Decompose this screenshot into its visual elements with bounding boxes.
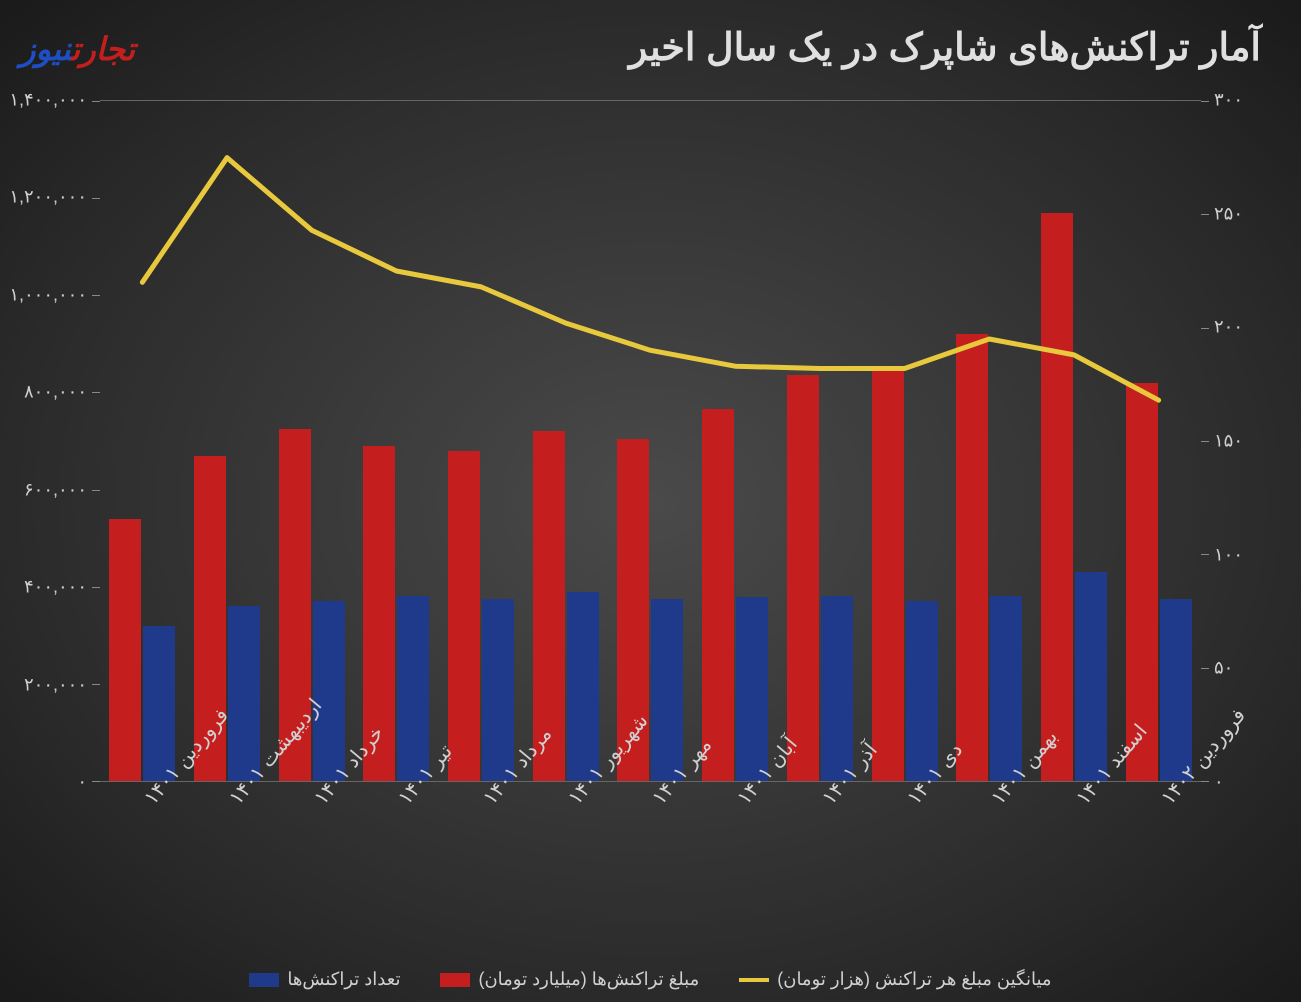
y-right-tick-label: ۲۰۰ (1214, 317, 1243, 338)
bar-group (1116, 101, 1201, 781)
bar (821, 596, 853, 781)
bar-group (862, 101, 947, 781)
y-left-tick-label: ۰ (77, 772, 87, 793)
bar (313, 601, 345, 781)
bar (1041, 213, 1073, 781)
legend-label: تعداد تراکنش‌ها (287, 969, 400, 990)
bar (1075, 572, 1107, 781)
y-axis-right-labels: ۰۵۰۱۰۰۱۵۰۲۰۰۲۵۰۳۰۰ (1206, 100, 1301, 782)
y-right-tick-label: ۱۵۰ (1214, 431, 1243, 452)
bar (109, 519, 141, 781)
logo-part-1: تجارت (71, 31, 135, 67)
brand-logo: تجارتنیوز (20, 30, 135, 68)
y-right-tick-label: ۲۵۰ (1214, 203, 1243, 224)
bar (448, 451, 480, 781)
bar-group (439, 101, 524, 781)
bar-group (693, 101, 778, 781)
y-left-tick-label: ۱,۰۰۰,۰۰۰ (9, 284, 87, 305)
bar-group (100, 101, 185, 781)
bar-group (947, 101, 1032, 781)
y-left-tick-label: ۴۰۰,۰۰۰ (24, 577, 87, 598)
legend-swatch (440, 973, 470, 987)
bar (567, 592, 599, 781)
bar-group (185, 101, 270, 781)
bar (956, 334, 988, 781)
bar (872, 371, 904, 781)
bar (482, 599, 514, 781)
legend-swatch (739, 978, 769, 982)
bar (787, 375, 819, 781)
y-left-tick-label: ۲۰۰,۰۰۰ (24, 674, 87, 695)
bar (990, 596, 1022, 781)
bar-group (354, 101, 439, 781)
y-right-tick-label: ۵۰ (1214, 658, 1233, 679)
y-left-tick-label: ۶۰۰,۰۰۰ (24, 479, 87, 500)
y-axis-left-labels: ۰۲۰۰,۰۰۰۴۰۰,۰۰۰۶۰۰,۰۰۰۸۰۰,۰۰۰۱,۰۰۰,۰۰۰۱,… (0, 100, 95, 782)
legend-label: میانگین مبلغ هر تراکنش (هزار تومان) (777, 969, 1051, 990)
bar-group (778, 101, 863, 781)
y-right-tick-label: ۰ (1214, 772, 1224, 793)
chart-plot-area (100, 100, 1201, 782)
legend-item: مبلغ تراکنش‌ها (میلیارد تومان) (440, 969, 699, 990)
bar (397, 596, 429, 781)
bars-container (100, 101, 1201, 781)
chart-title: آمار تراکنش‌های شاپرک در یک سال اخیر (629, 25, 1261, 70)
legend-item: میانگین مبلغ هر تراکنش (هزار تومان) (739, 969, 1051, 990)
y-left-tick-label: ۱,۴۰۰,۰۰۰ (9, 90, 87, 111)
chart-legend: تعداد تراکنش‌ها مبلغ تراکنش‌ها (میلیارد ت… (0, 969, 1301, 990)
legend-label: مبلغ تراکنش‌ها (میلیارد تومان) (478, 969, 699, 990)
legend-item: تعداد تراکنش‌ها (249, 969, 400, 990)
bar (702, 409, 734, 781)
bar-group (269, 101, 354, 781)
bar-group (608, 101, 693, 781)
bar (1160, 599, 1192, 781)
bar (906, 601, 938, 781)
y-right-tick-label: ۳۰۰ (1214, 90, 1243, 111)
y-right-tick-label: ۱۰۰ (1214, 544, 1243, 565)
legend-swatch (249, 973, 279, 987)
bar-group (523, 101, 608, 781)
logo-part-2: نیوز (20, 31, 71, 67)
bar-group (1032, 101, 1117, 781)
y-left-tick-label: ۱,۲۰۰,۰۰۰ (9, 187, 87, 208)
y-left-tick-label: ۸۰۰,۰۰۰ (24, 382, 87, 403)
bar (736, 597, 768, 781)
